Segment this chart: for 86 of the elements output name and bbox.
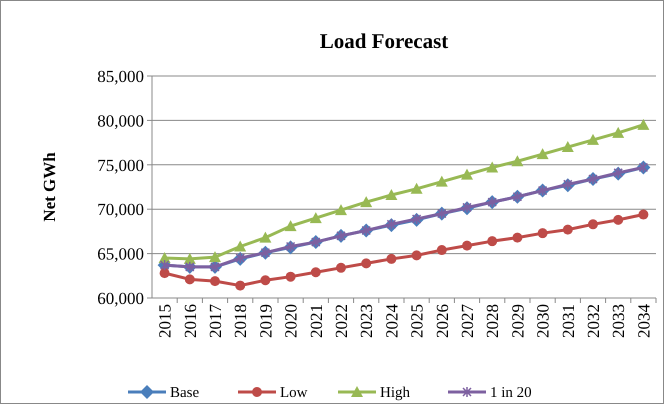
x-tick-label: 2023	[357, 304, 376, 338]
x-tick-label: 2025	[408, 304, 427, 338]
point	[311, 236, 321, 248]
y-tick-label: 70,000	[97, 200, 144, 220]
x-tick-label: 2020	[282, 304, 301, 338]
point	[310, 267, 321, 278]
point	[562, 141, 574, 152]
point	[360, 196, 372, 208]
point	[235, 252, 245, 264]
point	[286, 240, 296, 252]
point	[310, 212, 322, 224]
point	[512, 191, 522, 203]
y-tick-label: 65,000	[97, 244, 144, 264]
point	[160, 268, 170, 278]
point	[462, 240, 472, 251]
point	[486, 161, 498, 172]
point	[436, 245, 447, 256]
x-tick-label: 2016	[180, 304, 200, 338]
point	[512, 232, 522, 243]
x-tick-label: 2033	[609, 304, 628, 338]
point	[210, 276, 220, 286]
point	[436, 176, 448, 187]
legend-label: 1 in 20	[490, 385, 532, 401]
x-tick-label: 2034	[634, 304, 654, 338]
chart-title: Load Forecast	[320, 29, 448, 53]
point	[562, 224, 573, 235]
point	[587, 134, 599, 145]
y-tick-label: 85,000	[97, 67, 144, 86]
x-tick-label: 2029	[508, 304, 528, 338]
x-tick-label: 2015	[156, 304, 175, 338]
point	[613, 167, 623, 179]
point	[613, 214, 624, 225]
point	[284, 220, 297, 232]
point	[461, 168, 473, 180]
point	[260, 246, 270, 258]
x-tick-label: 2022	[332, 304, 351, 338]
x-tick-label: 2018	[231, 304, 250, 338]
point	[335, 204, 347, 216]
point	[412, 213, 422, 225]
point	[361, 224, 371, 236]
point	[637, 118, 650, 130]
legend-label: Low	[280, 385, 308, 401]
x-tick-label: 2030	[534, 304, 553, 338]
point	[286, 272, 296, 282]
point	[511, 155, 524, 166]
x-tick-label: 2026	[432, 304, 452, 338]
point	[588, 219, 598, 230]
point	[185, 261, 195, 273]
x-tick-label: 2021	[306, 304, 326, 338]
y-tick-label: 75,000	[97, 156, 144, 175]
x-tick-label: 2024	[382, 304, 402, 338]
point	[538, 228, 548, 238]
point	[260, 275, 270, 286]
point	[160, 259, 170, 271]
legend-label: Base	[170, 385, 200, 401]
point	[235, 280, 246, 291]
point	[563, 178, 573, 190]
point	[234, 240, 246, 252]
x-tick-label: 2027	[458, 304, 477, 338]
y-tick-label: 60,000	[97, 289, 144, 308]
point	[361, 258, 372, 268]
point	[437, 208, 447, 220]
point	[386, 218, 396, 230]
x-tick-label: 2028	[483, 304, 502, 338]
point	[638, 210, 648, 220]
x-tick-label: 2017	[206, 304, 225, 338]
x-tick-label: 2032	[584, 304, 603, 338]
point	[536, 148, 549, 160]
legend-label: High	[380, 385, 410, 401]
point	[487, 196, 497, 208]
y-tick-label: 80,000	[97, 111, 144, 130]
point	[410, 182, 423, 194]
point	[336, 262, 346, 273]
point	[209, 251, 221, 262]
point	[386, 254, 396, 264]
point	[638, 162, 648, 174]
x-tick-label: 2019	[256, 304, 276, 338]
point	[259, 232, 272, 243]
y-axis-title: Net GWh	[40, 152, 59, 222]
point	[538, 184, 548, 196]
point	[184, 274, 195, 284]
point	[487, 236, 498, 246]
point	[385, 188, 398, 200]
point	[612, 126, 624, 138]
point	[412, 250, 422, 260]
x-tick-label: 2031	[558, 304, 578, 338]
